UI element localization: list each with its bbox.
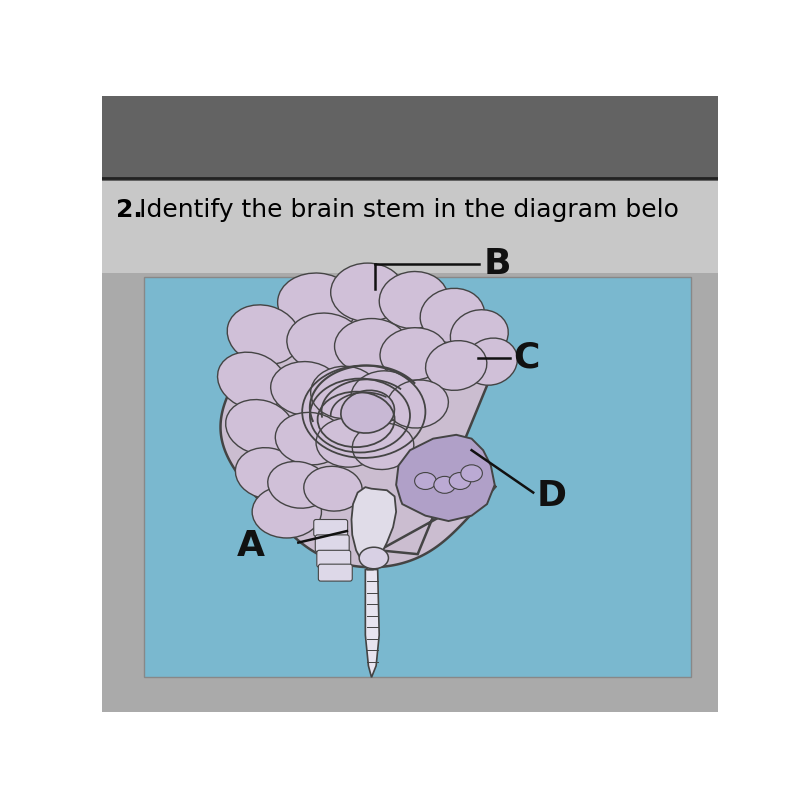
Ellipse shape: [420, 288, 485, 342]
Ellipse shape: [330, 263, 405, 322]
Ellipse shape: [310, 366, 378, 418]
FancyBboxPatch shape: [317, 550, 350, 567]
Ellipse shape: [316, 418, 381, 467]
Ellipse shape: [464, 338, 518, 386]
Polygon shape: [221, 298, 496, 567]
Polygon shape: [351, 487, 396, 570]
Ellipse shape: [278, 273, 358, 334]
Ellipse shape: [268, 462, 329, 508]
Bar: [102, 96, 718, 181]
Bar: [144, 277, 691, 678]
Ellipse shape: [379, 271, 449, 329]
Ellipse shape: [450, 473, 471, 490]
Ellipse shape: [235, 448, 300, 499]
Ellipse shape: [252, 486, 322, 538]
Polygon shape: [366, 570, 379, 678]
FancyBboxPatch shape: [315, 535, 349, 552]
Ellipse shape: [334, 318, 409, 374]
Text: A: A: [237, 530, 265, 563]
Ellipse shape: [287, 313, 364, 372]
Ellipse shape: [350, 371, 415, 422]
Ellipse shape: [387, 380, 448, 428]
Ellipse shape: [434, 476, 455, 494]
Ellipse shape: [270, 362, 342, 416]
Text: B: B: [484, 247, 511, 281]
Ellipse shape: [226, 399, 294, 454]
Polygon shape: [396, 435, 494, 521]
Ellipse shape: [414, 473, 436, 490]
Text: C: C: [513, 341, 539, 374]
FancyBboxPatch shape: [314, 519, 348, 537]
Ellipse shape: [426, 341, 487, 390]
FancyBboxPatch shape: [318, 564, 352, 581]
Bar: [102, 181, 718, 273]
Ellipse shape: [218, 352, 286, 410]
Bar: [102, 181, 718, 712]
Ellipse shape: [461, 465, 482, 482]
Text: 2.: 2.: [116, 198, 142, 222]
Ellipse shape: [275, 412, 345, 465]
Text: Identify the brain stem in the diagram belo: Identify the brain stem in the diagram b…: [139, 198, 679, 222]
Ellipse shape: [450, 310, 508, 360]
Ellipse shape: [227, 305, 300, 365]
Ellipse shape: [341, 390, 394, 433]
Ellipse shape: [352, 423, 414, 470]
Text: D: D: [536, 479, 566, 514]
Ellipse shape: [359, 547, 389, 569]
Ellipse shape: [304, 466, 362, 511]
Ellipse shape: [380, 328, 448, 380]
